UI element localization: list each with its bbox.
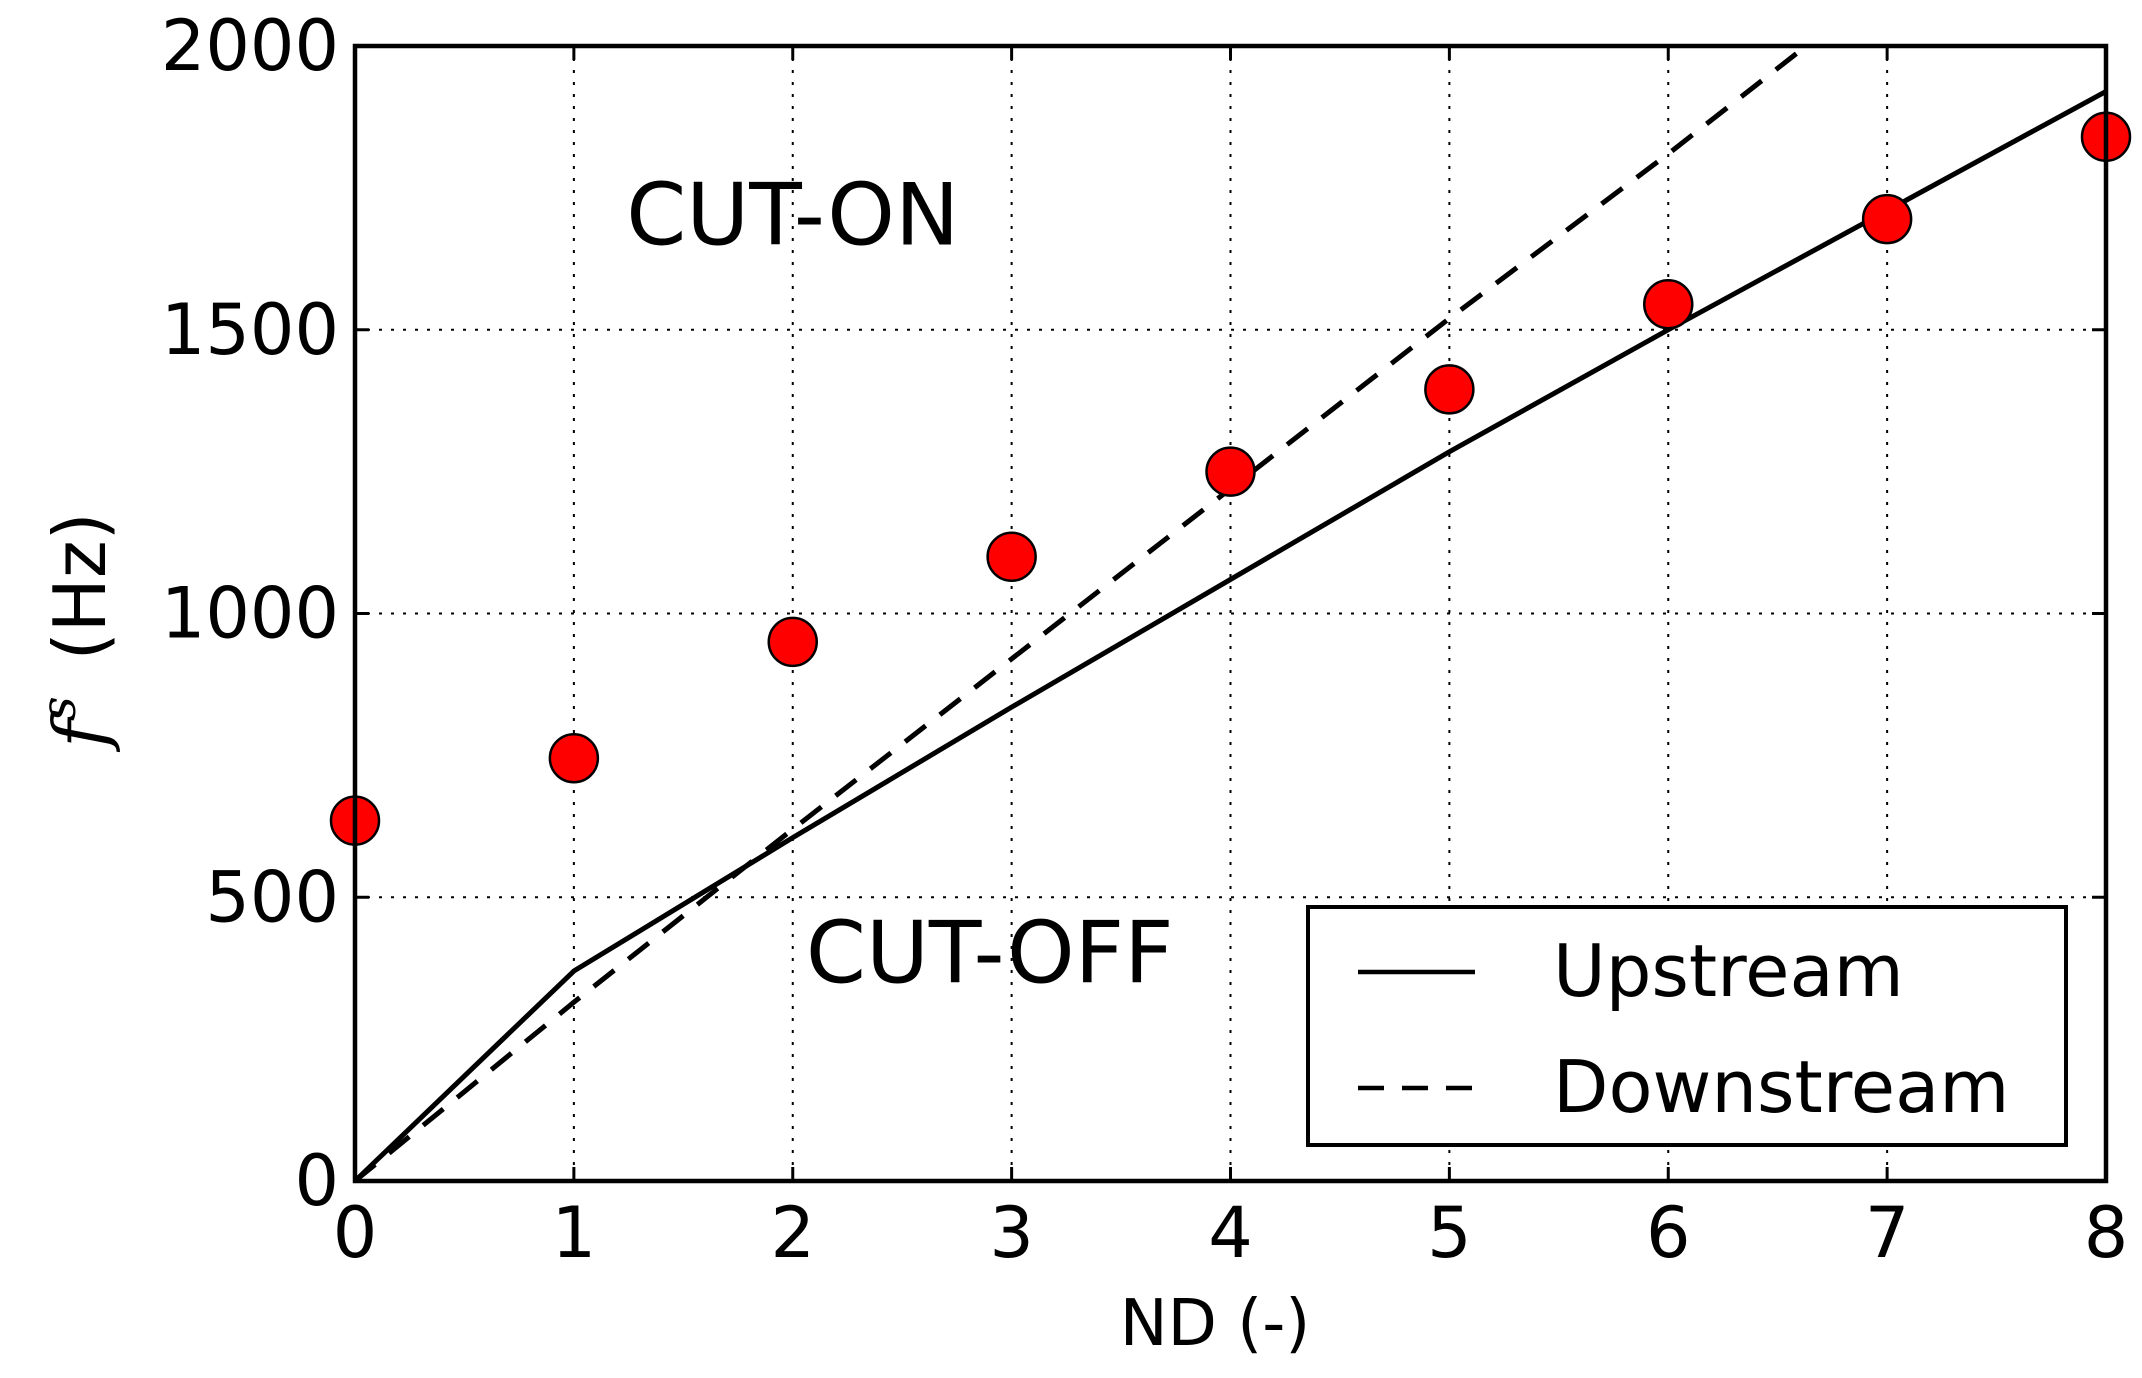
- y-axis-label: fs(Hz): [31, 512, 122, 752]
- legend-box: [1306, 905, 2068, 1147]
- y-tick-label: 0: [294, 1140, 339, 1222]
- data-point: [1424, 364, 1475, 415]
- y-tick-label: 1000: [161, 573, 339, 655]
- y-tick-label: 2000: [161, 5, 339, 87]
- y-tick-label: 1500: [161, 289, 339, 371]
- data-point: [767, 616, 818, 668]
- x-tick-label: 0: [333, 1192, 378, 1274]
- data-point: [986, 531, 1037, 582]
- tick-labels: 0 1 2 3 4 5 6 7 8 0 500 1000 1500 2000: [161, 5, 2128, 1274]
- x-axis-label: ND (-): [1120, 1287, 1311, 1361]
- svg-text:fs(Hz): fs(Hz): [31, 512, 122, 752]
- y-axis-unit: (Hz): [38, 512, 122, 660]
- x-tick-label: 4: [1208, 1192, 1253, 1274]
- data-point: [1861, 193, 1913, 245]
- plot-frame: [352, 43, 2109, 1184]
- series-line-upstream: [353, 89, 2108, 1183]
- region-label-cut-on: CUT-ON: [626, 166, 959, 266]
- region-label-cut-off: CUT-OFF: [806, 903, 1174, 1003]
- x-tick-label: 5: [1427, 1192, 1472, 1274]
- data-point: [548, 732, 600, 784]
- series-layer: [329, 44, 2132, 1183]
- x-tick-label: 3: [989, 1192, 1034, 1274]
- data-point: [1643, 278, 1694, 330]
- data-point: [1205, 446, 1256, 497]
- annotations: CUT-ON CUT-OFF: [626, 166, 1173, 1004]
- x-tick-label: 8: [2084, 1192, 2129, 1274]
- y-axis-superscript: s: [31, 696, 87, 721]
- x-tick-label: 6: [1646, 1192, 1691, 1274]
- legend-label-upstream: Upstream: [1553, 929, 1904, 1013]
- x-tick-label: 2: [770, 1192, 815, 1274]
- axes: [352, 43, 2109, 1184]
- x-tick-label: 7: [1865, 1192, 1910, 1274]
- y-tick-label: 500: [205, 856, 339, 938]
- x-tick-label: 1: [552, 1192, 597, 1274]
- series-line-downstream: [353, 44, 1808, 1183]
- legend: Upstream Downstream: [1306, 905, 2068, 1147]
- legend-label-downstream: Downstream: [1553, 1045, 2009, 1129]
